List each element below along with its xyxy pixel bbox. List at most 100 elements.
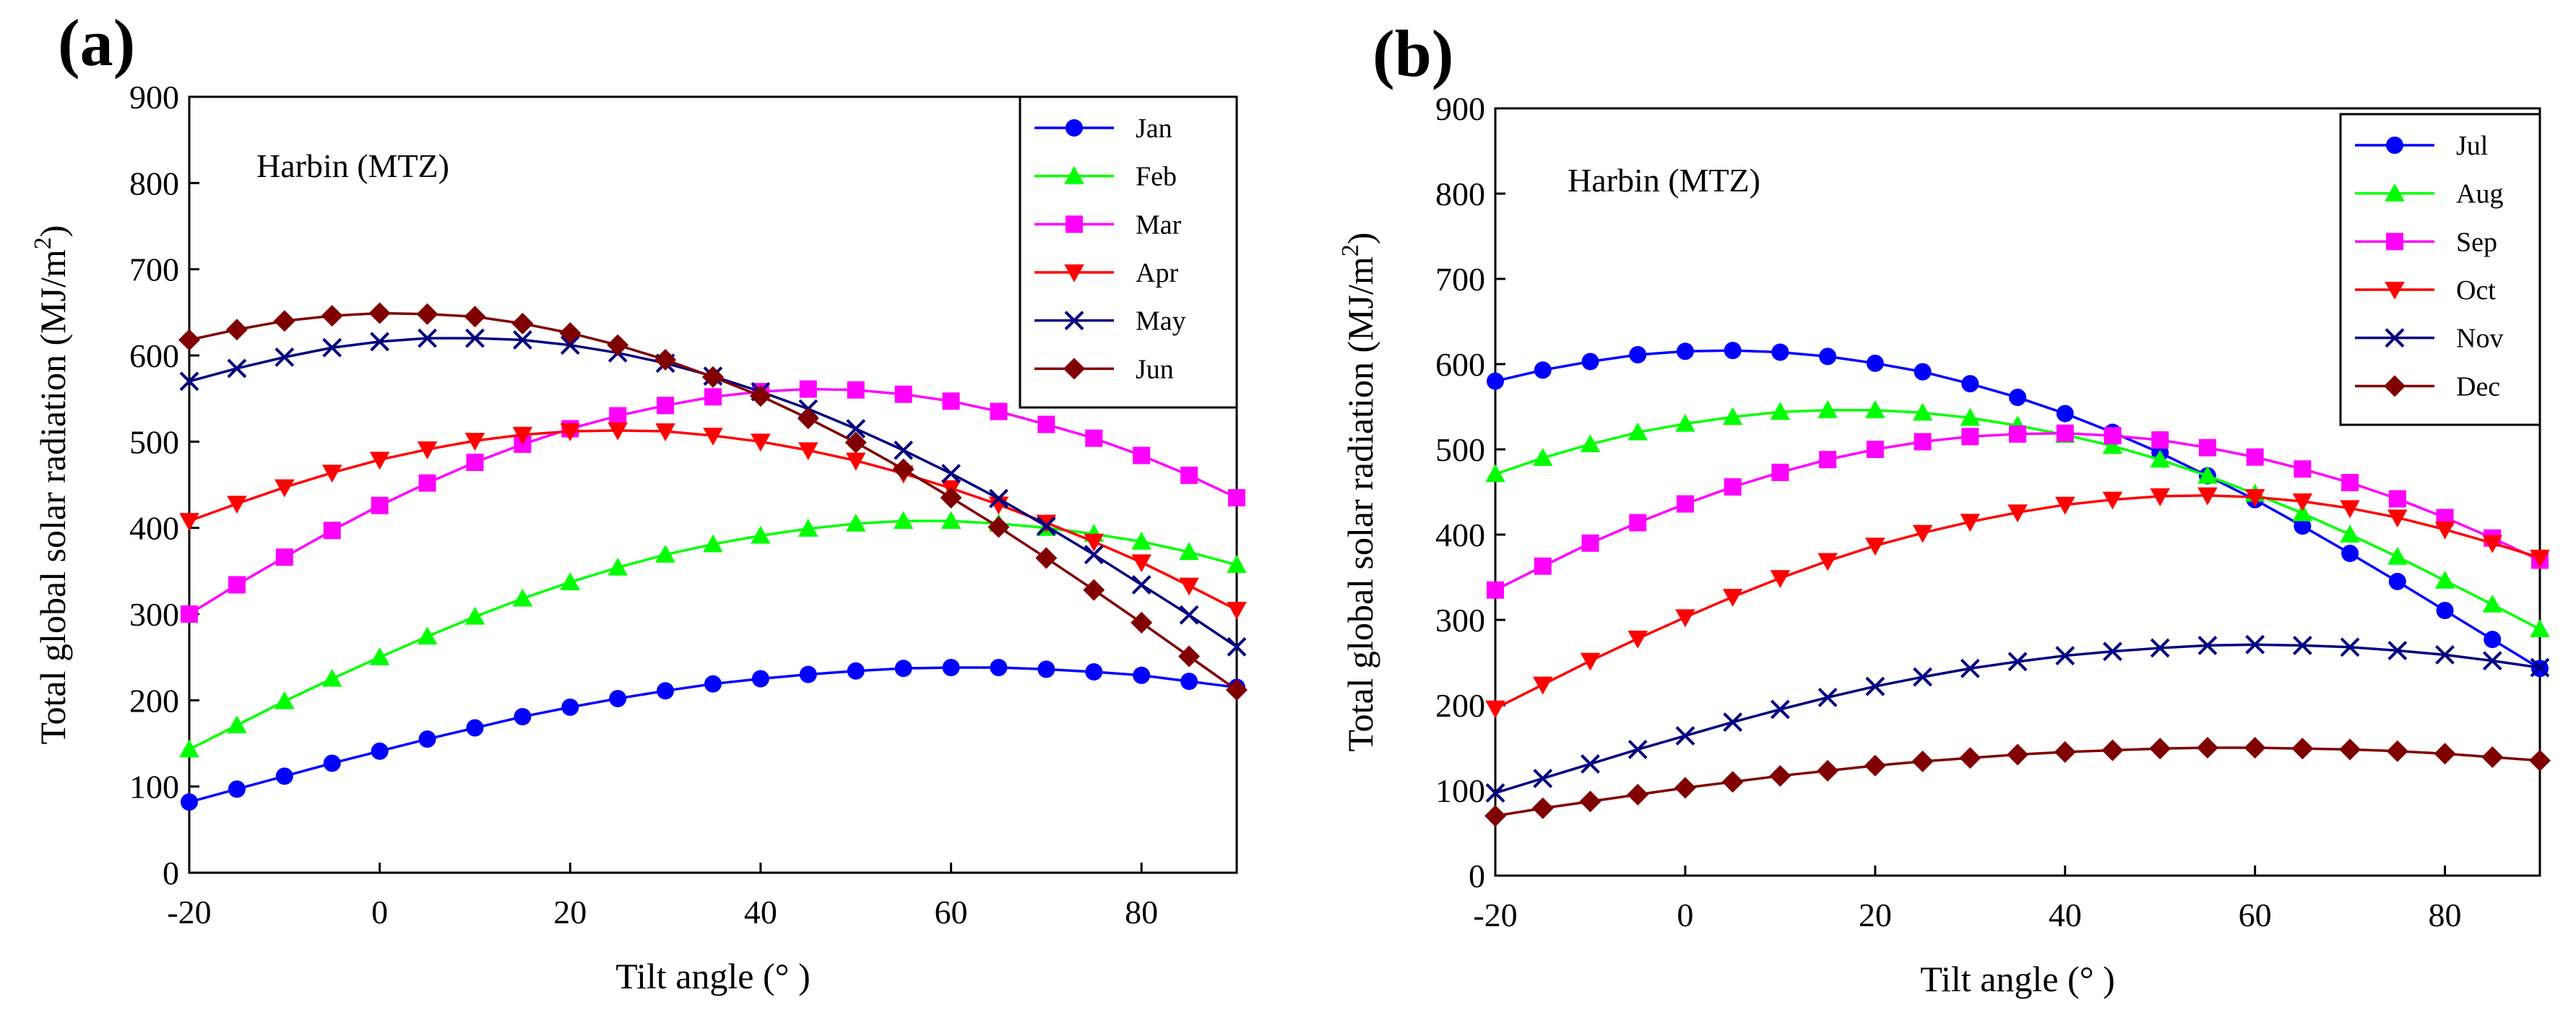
data-point [1484, 805, 1506, 827]
data-point [1959, 747, 1981, 769]
series-jan [181, 658, 1245, 811]
data-point [1675, 726, 1695, 746]
data-point [2292, 503, 2313, 522]
panel-label: (a) [58, 6, 135, 79]
data-point [369, 452, 390, 470]
data-point [1487, 372, 1504, 390]
y-tick-label: 600 [129, 337, 179, 374]
data-point [2387, 509, 2408, 528]
data-point [1485, 700, 1505, 719]
data-point [1866, 354, 1884, 372]
data-point [514, 708, 532, 726]
data-point [1487, 581, 1504, 599]
data-point [371, 496, 389, 514]
data-point [1864, 754, 1886, 777]
data-point [1724, 342, 1742, 360]
data-point [560, 335, 580, 355]
data-point [1581, 754, 1600, 774]
legend-marker [2386, 233, 2403, 251]
data-point [893, 511, 914, 530]
series-line [189, 519, 1237, 751]
data-point [2291, 738, 2314, 760]
data-point [654, 348, 677, 371]
data-point [2198, 439, 2216, 457]
data-point [418, 730, 436, 748]
y-axis-title-close: ) [33, 225, 73, 238]
y-axis-title-superscript: 2 [1337, 244, 1364, 256]
data-point [417, 626, 438, 645]
data-point [417, 441, 438, 459]
data-point [657, 397, 675, 415]
legend-box [1019, 95, 1238, 409]
data-point [2056, 405, 2074, 423]
data-point [1035, 547, 1058, 569]
series-line [189, 429, 1237, 611]
data-point [2055, 646, 2075, 665]
data-point [1531, 797, 1554, 819]
data-point [2056, 424, 2074, 442]
data-point [1960, 658, 1980, 678]
data-point [655, 544, 675, 563]
data-point [275, 347, 295, 367]
data-point [2151, 431, 2169, 449]
data-point [1865, 676, 1885, 696]
data-point [1131, 531, 1151, 550]
data-point [2009, 425, 2026, 443]
x-tick-label: 80 [1125, 894, 1158, 931]
data-point [751, 525, 771, 544]
data-point [512, 426, 533, 445]
series-mar [181, 380, 1245, 623]
data-point [1131, 611, 1153, 634]
data-point [323, 522, 341, 540]
data-point [607, 334, 629, 356]
data-point [2388, 572, 2406, 590]
legend-marker [1064, 264, 1084, 282]
legend-label: Jun [1136, 354, 1174, 384]
data-point [1629, 346, 1647, 364]
data-point [1037, 660, 1055, 678]
data-point [561, 698, 579, 716]
x-tick-label: 40 [744, 894, 777, 931]
data-point [1226, 679, 1248, 702]
data-point [1227, 601, 1247, 620]
data-point [2149, 738, 2171, 760]
data-point [1911, 750, 1934, 772]
data-point [892, 458, 915, 480]
data-point [275, 691, 295, 709]
data-point [1178, 645, 1201, 668]
y-tick-label: 400 [129, 510, 179, 547]
legend-marker [1064, 165, 1084, 184]
data-point [1675, 413, 1695, 432]
data-point [2340, 525, 2360, 543]
data-point [2102, 436, 2123, 454]
legend-marker [1064, 311, 1084, 331]
x-tick-label: 40 [2049, 897, 2082, 933]
data-point [464, 606, 485, 625]
data-point [798, 442, 818, 461]
data-point [797, 407, 819, 430]
data-point [1912, 402, 1933, 421]
data-point [2339, 738, 2361, 761]
legend-label: Feb [1136, 162, 1177, 192]
data-point [2007, 652, 2028, 672]
x-axis-title: Tilt angle (° ) [615, 956, 811, 996]
data-point [1960, 514, 1981, 532]
y-tick-label: 800 [1435, 176, 1485, 212]
legend-marker [1063, 358, 1085, 380]
x-tick-label: 60 [935, 894, 968, 931]
legend-label: Dec [2456, 371, 2500, 402]
data-point [1227, 555, 1247, 574]
data-point [1580, 652, 1601, 671]
y-tick-label: 400 [1435, 517, 1485, 553]
data-point [1179, 605, 1199, 625]
data-point [941, 464, 961, 483]
y-tick-label: 200 [129, 682, 179, 719]
data-point [227, 358, 247, 379]
data-point [2434, 743, 2456, 765]
y-tick-label: 0 [1469, 858, 1485, 894]
data-point [2482, 594, 2503, 613]
location-annotation: Harbin (MTZ) [256, 147, 449, 184]
data-point [1913, 667, 1932, 687]
series-line [1495, 493, 2541, 710]
